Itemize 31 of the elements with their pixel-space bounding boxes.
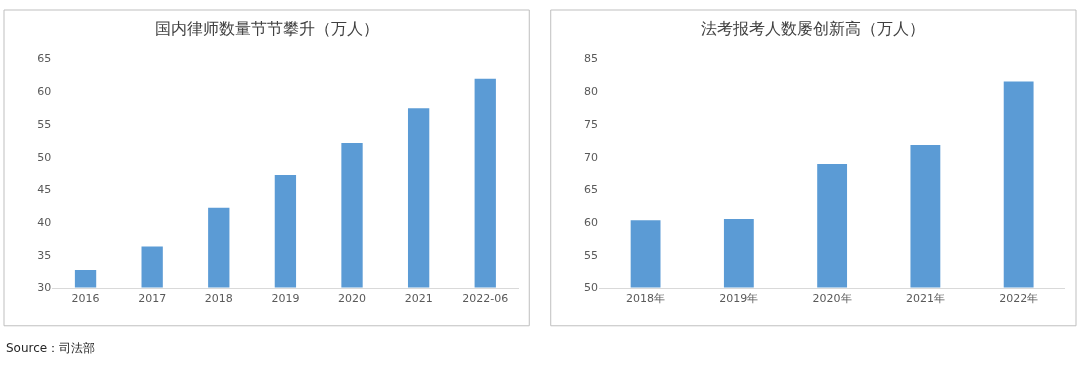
x-tick-label: 2018年: [626, 291, 666, 305]
y-tick-label: 70: [583, 150, 598, 164]
y-tick-label: 65: [37, 52, 52, 66]
y-tick-label: 55: [37, 117, 52, 131]
chart-title: 法考报考人数屡创新高（万人）: [701, 19, 925, 38]
y-tick-label: 75: [583, 117, 598, 131]
x-tick-label: 2019: [271, 291, 300, 305]
y-tick-label: 50: [583, 281, 598, 295]
y-tick-label: 85: [583, 52, 598, 66]
x-tick-label: 2020: [338, 291, 367, 305]
y-tick-label: 45: [37, 183, 52, 197]
y-tick-label: 65: [583, 183, 598, 197]
y-tick-label: 30: [37, 281, 52, 295]
y-tick-label: 80: [583, 85, 598, 99]
x-tick-label: 2020年: [812, 291, 852, 305]
x-tick-label: 2019年: [719, 291, 759, 305]
x-tick-label: 2022-06: [462, 291, 509, 305]
source-note: Source：司法部: [6, 341, 96, 355]
x-tick-label: 2017: [138, 291, 167, 305]
x-tick-label: 2022年: [999, 291, 1039, 305]
y-tick-label: 50: [37, 150, 52, 164]
y-tick-label: 60: [37, 85, 52, 99]
y-tick-label: 55: [583, 248, 598, 262]
chart-title: 国内律师数量节节攀升（万人）: [155, 19, 379, 38]
y-tick-label: 40: [37, 216, 52, 230]
x-tick-label: 2018: [204, 291, 233, 305]
y-tick-label: 60: [583, 216, 598, 230]
x-tick-label: 2016: [71, 291, 100, 305]
x-tick-label: 2021年: [905, 291, 945, 305]
y-tick-label: 35: [37, 248, 52, 262]
x-tick-label: 2021: [404, 291, 433, 305]
